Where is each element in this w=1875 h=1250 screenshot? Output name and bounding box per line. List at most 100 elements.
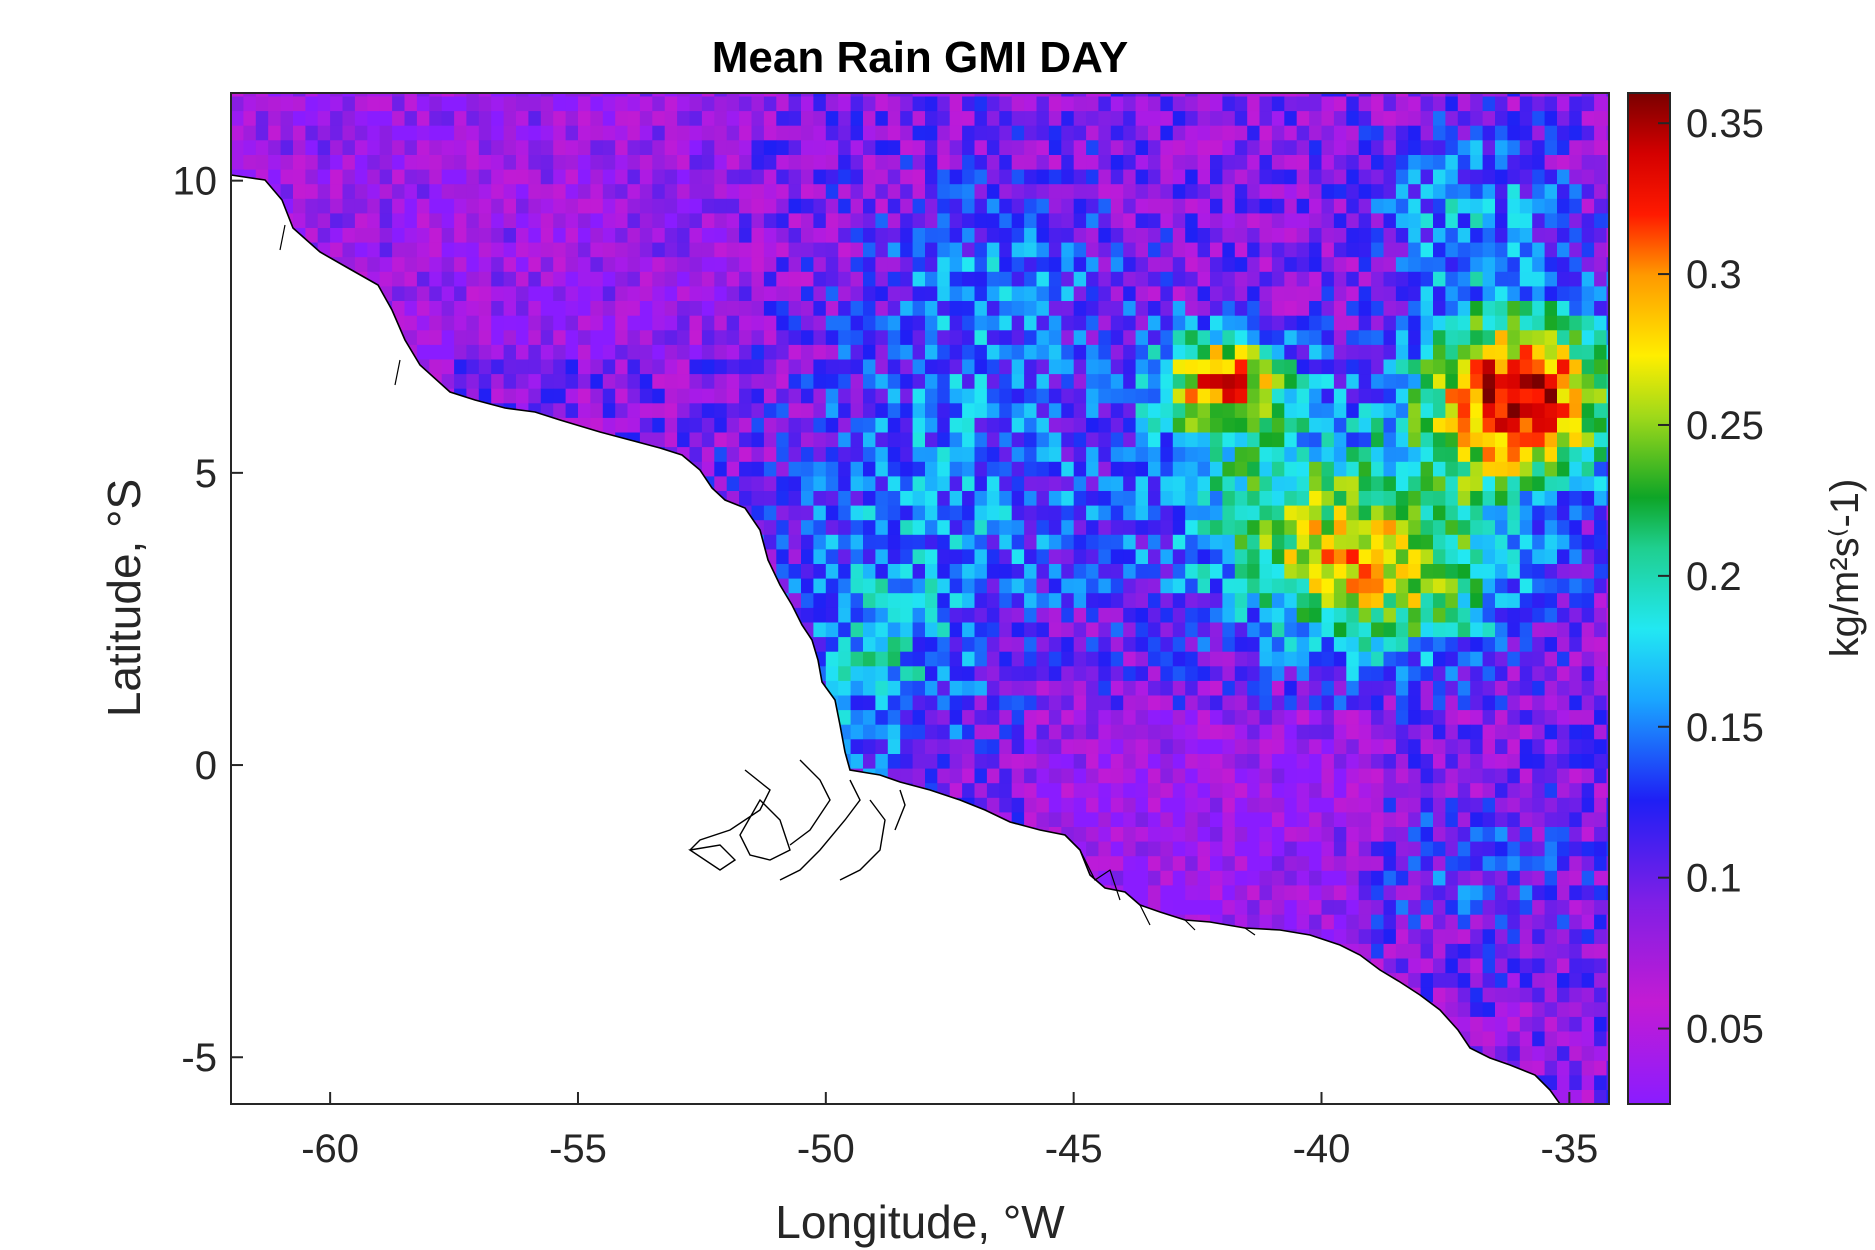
rain-cell (503, 154, 517, 170)
rain-cell (937, 621, 951, 638)
rain-cell (1073, 490, 1087, 506)
rain-cell (615, 271, 629, 287)
rain-cell (813, 93, 827, 97)
rain-cell (788, 431, 802, 448)
rain-cell (962, 753, 976, 769)
rain-cell (652, 169, 666, 185)
rain-cell (466, 315, 480, 331)
rain-cell (850, 329, 864, 345)
rain-cell (1036, 768, 1050, 784)
rain-cell (763, 256, 777, 272)
rain-cell (454, 300, 468, 316)
rain-cell (863, 446, 876, 462)
rain-cell (1098, 110, 1112, 126)
rain-cell (999, 446, 1013, 462)
rain-cell (825, 212, 839, 228)
rain-cell (1110, 724, 1124, 740)
rain-cell (739, 344, 753, 360)
rain-cell (763, 169, 777, 185)
rain-cell (949, 519, 963, 535)
rain-cell (379, 125, 393, 141)
rain-cell (788, 490, 802, 506)
rain-cell (999, 93, 1013, 97)
rain-cell (677, 256, 691, 272)
rain-cell (1061, 651, 1075, 667)
rain-cell (466, 256, 480, 272)
rain-cell (912, 548, 926, 564)
rain-cell (342, 95, 356, 112)
rain-cell (986, 285, 1000, 301)
rain-cell (887, 592, 901, 608)
rain-cell (912, 431, 926, 448)
rain-cell (627, 388, 641, 404)
rain-cell (416, 125, 430, 141)
rain-cell (900, 271, 914, 287)
rain-cell (875, 285, 889, 301)
rain-cell (590, 256, 604, 272)
rain-cell (986, 680, 1000, 696)
rain-cell (701, 461, 715, 477)
rain-cell (838, 183, 852, 199)
rain-cell (838, 548, 852, 564)
rain-cell (1098, 768, 1112, 784)
rain-cell (838, 534, 852, 550)
rain-cell (243, 110, 257, 126)
rain-cell (416, 315, 430, 331)
rain-cell (689, 300, 703, 316)
rain-cell (999, 95, 1013, 112)
rain-cell (528, 169, 542, 185)
rain-cell (875, 183, 889, 199)
rain-cell (813, 417, 827, 433)
rain-cell (900, 621, 914, 638)
rain-cell (825, 95, 839, 112)
rain-cell (962, 578, 976, 594)
rain-cell (1086, 95, 1100, 112)
rain-cell (354, 183, 368, 199)
rain-cell (516, 93, 529, 97)
rain-cell (801, 563, 814, 579)
rain-cell (1024, 446, 1038, 462)
rain-cell (354, 125, 368, 141)
rain-cell (615, 285, 629, 301)
rain-cell (602, 198, 616, 214)
rain-cell (1011, 256, 1025, 272)
rain-cell (689, 110, 703, 126)
rain-cell (937, 680, 951, 696)
rain-cell (974, 154, 988, 170)
rain-cell (863, 212, 876, 228)
rain-cell (317, 183, 331, 199)
rain-cell (962, 621, 976, 638)
rain-cell (838, 402, 852, 418)
rain-cell (986, 519, 1000, 535)
rain-cell (850, 183, 864, 199)
rain-cell (949, 183, 963, 199)
rain-cell (1024, 329, 1038, 345)
rain-cell (1086, 621, 1100, 638)
rain-cell (937, 475, 951, 491)
rain-cell (912, 373, 926, 389)
rain-cell (863, 373, 876, 389)
rain-cell (974, 300, 988, 316)
rain-cell (937, 139, 951, 155)
rain-cell (751, 110, 765, 126)
rain-cell (875, 388, 889, 404)
rain-cell (1061, 461, 1075, 477)
rain-cell (652, 125, 666, 141)
rain-cell (565, 139, 579, 155)
rain-cell (925, 358, 938, 375)
rain-cell (875, 461, 889, 477)
rain-cell (1098, 855, 1112, 871)
rain-cell (739, 271, 753, 287)
rain-cell (441, 373, 455, 389)
rain-cell (949, 212, 963, 228)
rain-cell (962, 256, 976, 272)
rain-cell (305, 139, 319, 155)
rain-cell (602, 271, 616, 287)
rain-cell (763, 417, 777, 433)
rain-cell (925, 139, 938, 155)
rain-cell (974, 578, 988, 594)
rain-cell (1011, 578, 1025, 594)
rain-cell (986, 300, 1000, 316)
rain-cell (615, 242, 629, 258)
rain-cell (664, 402, 678, 418)
